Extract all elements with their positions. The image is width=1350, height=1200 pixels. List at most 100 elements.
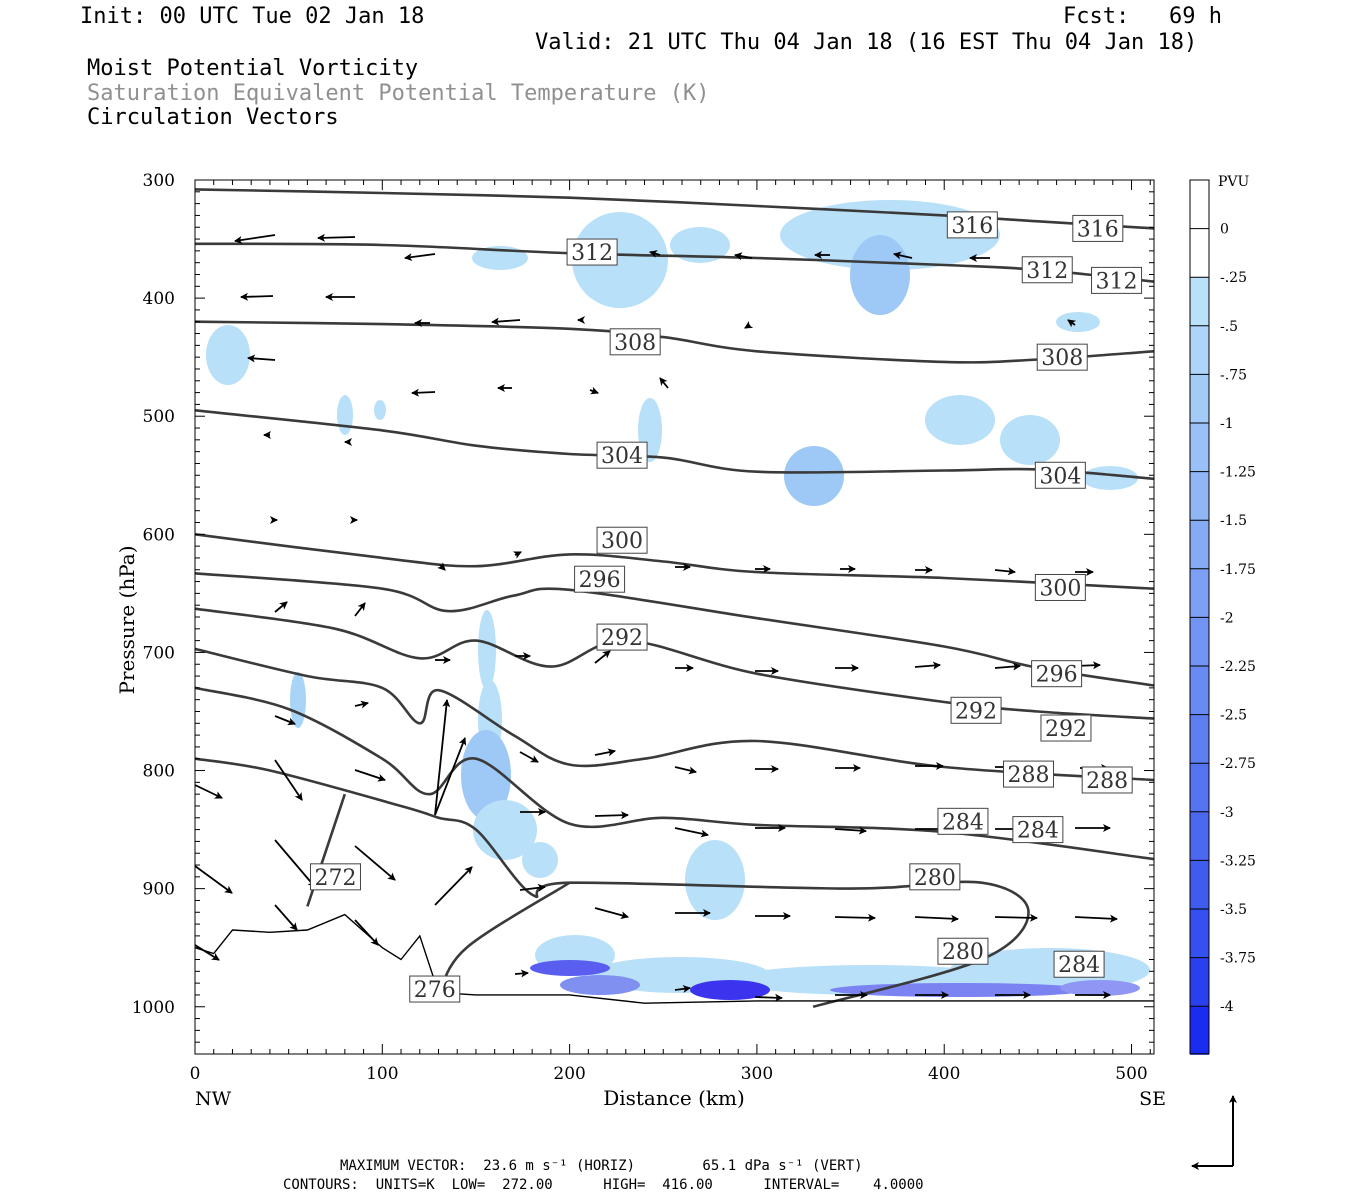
contour-label-box — [1003, 760, 1055, 788]
contour-label-288: 288 — [1086, 769, 1128, 794]
contour-label-box — [1040, 714, 1092, 742]
colorbar-swatch — [1190, 860, 1209, 909]
terrain-line — [194, 913, 1154, 1004]
colorbar-unit: PVU — [1218, 174, 1250, 190]
pv-region — [560, 975, 640, 995]
colorbar-level-label: -4 — [1220, 999, 1234, 1015]
circulation-vector — [512, 551, 522, 559]
contour-label-box — [596, 623, 648, 651]
contour-label-272: 272 — [314, 866, 356, 891]
circulation-vector — [194, 865, 233, 894]
colorbar-level-label: -1.75 — [1220, 562, 1256, 578]
contour-label-box — [946, 211, 998, 239]
circulation-vector — [434, 737, 467, 816]
pv-region — [780, 200, 1000, 270]
colorbar-swatch — [1190, 763, 1209, 812]
pv-region — [374, 400, 386, 420]
contour-280 — [194, 757, 1030, 1009]
plot-border — [194, 179, 1155, 1055]
contour-label-box — [909, 863, 961, 891]
circulation-vector — [1074, 914, 1118, 923]
circulation-vector — [994, 913, 1038, 922]
contour-label-box — [937, 807, 989, 835]
circulation-vector — [234, 234, 276, 244]
y-tick-label: 700 — [143, 643, 175, 663]
field-theta: Saturation Equivalent Potential Temperat… — [87, 81, 710, 106]
circulation-vector — [744, 320, 754, 329]
contour-label-300: 300 — [601, 529, 643, 554]
circulation-vector — [914, 914, 959, 923]
circulation-vector — [274, 839, 316, 888]
pv-region — [290, 672, 306, 728]
terrain — [194, 913, 1154, 1004]
contour-label-292: 292 — [1045, 717, 1087, 742]
contour-label-box — [1012, 816, 1064, 844]
contour-label-284: 284 — [942, 810, 984, 835]
colorbar-level-label: -2 — [1220, 610, 1234, 626]
circulation-vector — [754, 993, 783, 1002]
colorbar-swatch — [1190, 180, 1209, 229]
contour-284 — [194, 686, 1155, 861]
pv-region — [522, 842, 558, 878]
contour-label-292: 292 — [601, 626, 643, 651]
colorbar-swatch — [1190, 423, 1209, 472]
circulation-vector — [434, 866, 473, 906]
y-tick-label: 500 — [143, 407, 175, 427]
contour-labels: 316 316 312 312 312 308 308 304 304 300 300 296 296 2… — [309, 211, 1143, 1003]
x-tick-label: 500 — [1115, 1064, 1147, 1084]
contour-label-304: 304 — [1039, 464, 1081, 489]
contour-label-box — [1034, 573, 1086, 601]
circulation-vector — [354, 919, 379, 946]
pv-region — [850, 235, 910, 315]
pv-region — [690, 980, 770, 1000]
colorbar-level-label: -1.5 — [1220, 513, 1247, 529]
y-tick-label: 900 — [143, 880, 175, 900]
contour-316 — [194, 188, 1155, 230]
x-end-label-left: NW — [195, 1088, 232, 1110]
circulation-vector — [404, 253, 436, 262]
circulation-vector — [594, 811, 629, 820]
pv-region — [530, 960, 610, 976]
circulation-vector — [317, 233, 356, 242]
circulation-vector — [594, 748, 616, 757]
x-tick-label: 300 — [741, 1064, 773, 1084]
contour-label-box — [1053, 950, 1105, 978]
contour-label-312: 312 — [571, 241, 613, 266]
contour-label-284: 284 — [1058, 953, 1100, 978]
field-pv: Moist Potential Vorticity — [87, 56, 419, 81]
circulation-vector — [994, 567, 1016, 576]
circulation-vector — [247, 354, 276, 363]
circulation-vector — [274, 715, 296, 726]
circulation-vector — [194, 784, 223, 799]
pv-region — [685, 840, 745, 920]
pv-region — [830, 983, 1090, 997]
circulation-vector — [594, 907, 629, 920]
circulation-vector — [649, 250, 661, 258]
colorbar-level-label: -3.75 — [1220, 951, 1256, 967]
contour-label-box — [309, 863, 361, 891]
pv-region — [337, 395, 353, 435]
y-tick-label: 1000 — [132, 998, 175, 1018]
colorbar-swatch — [1190, 1006, 1209, 1055]
contour-label-292: 292 — [955, 699, 997, 724]
circulation-vector — [914, 661, 941, 670]
max-vector-note: MAXIMUM VECTOR: 23.6 m s⁻¹ (HORIZ) 65.1 … — [340, 1158, 863, 1174]
circulation-vector — [434, 699, 451, 816]
colorbar-level-label: -3.25 — [1220, 853, 1256, 869]
contour-label-box — [1036, 343, 1088, 371]
contour-label-284: 284 — [1017, 819, 1059, 844]
circulation-vector — [519, 883, 546, 892]
colorbar-swatch — [1190, 909, 1209, 958]
colorbar-swatch — [1190, 568, 1209, 618]
circulation-vector — [594, 650, 611, 664]
x-tick-label: 0 — [190, 1064, 201, 1084]
circulation-vector — [274, 759, 303, 801]
colorbar-swatch — [1190, 957, 1209, 1007]
plot-frame — [194, 179, 1155, 1055]
colorbar-swatch — [1190, 277, 1209, 326]
colorbar-swatch — [1190, 325, 1209, 375]
pv-region — [478, 610, 496, 690]
axes: 0 100 200 300 400 500 300 400 500 600 700 800 900 100… — [115, 171, 1166, 1110]
pv-region — [1060, 980, 1140, 996]
circulation-vector — [893, 251, 913, 260]
